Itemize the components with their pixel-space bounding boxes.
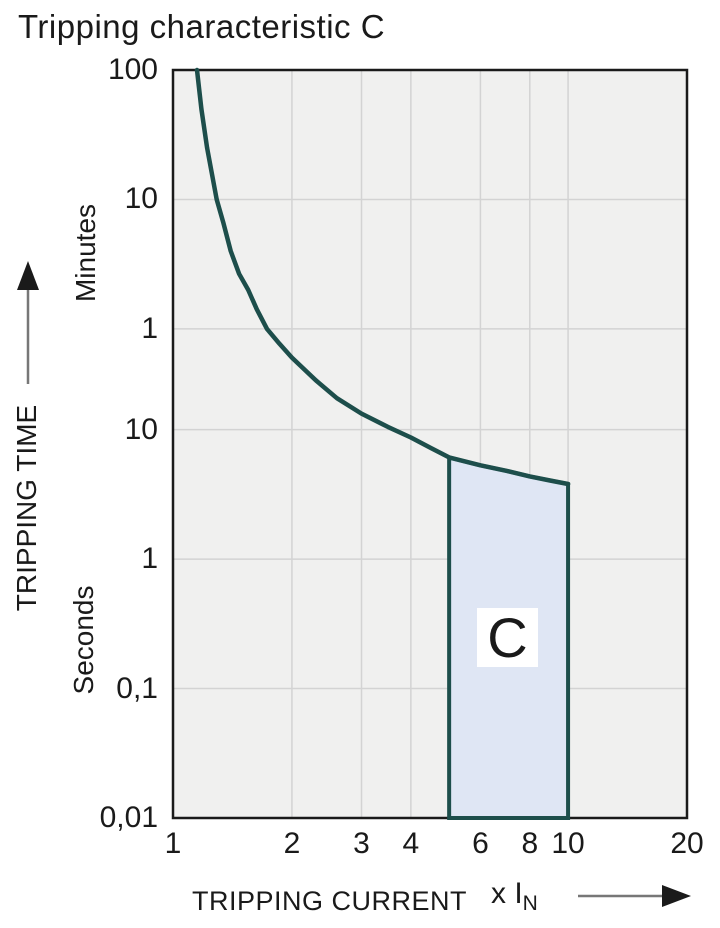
x-axis-multiplier-text: x I bbox=[491, 877, 523, 910]
x-tick-label: 1 bbox=[164, 827, 182, 860]
y-tick-label: 10 bbox=[124, 182, 158, 216]
x-axis-multiplier-subscript: N bbox=[522, 892, 538, 915]
x-axis-arrow-icon bbox=[662, 885, 691, 907]
x-axis-title: TRIPPING CURRENT bbox=[192, 886, 468, 916]
y-tick-label: 10 bbox=[124, 412, 158, 446]
x-tick-label: 10 bbox=[551, 827, 585, 860]
y-axis-arrow-icon bbox=[17, 261, 39, 290]
x-tick-label: 3 bbox=[353, 827, 370, 860]
chart-title: Tripping characteristic C bbox=[18, 8, 386, 45]
plot-background bbox=[173, 70, 687, 818]
x-tick-label: 2 bbox=[283, 827, 301, 860]
y-axis-title: TRIPPING TIME bbox=[11, 404, 42, 612]
x-axis-multiplier: x IN bbox=[491, 877, 538, 916]
tripping-curve bbox=[194, 67, 571, 487]
x-tick-label: 4 bbox=[402, 827, 420, 860]
y-tick-label: 0,1 bbox=[116, 671, 158, 705]
y-tick-label: 0,01 bbox=[99, 801, 158, 834]
plot-frame bbox=[171, 68, 689, 820]
x-tick-label: 20 bbox=[670, 827, 704, 860]
y-tick-label: 100 bbox=[107, 53, 158, 86]
y-axis-unit-minutes: Minutes bbox=[70, 203, 101, 303]
x-tick-label: 8 bbox=[521, 827, 539, 860]
y-tick-label: 1 bbox=[141, 542, 158, 576]
y-tick-label: 1 bbox=[141, 311, 158, 345]
region-c-label: C bbox=[477, 608, 538, 667]
x-tick-label: 6 bbox=[472, 827, 489, 860]
